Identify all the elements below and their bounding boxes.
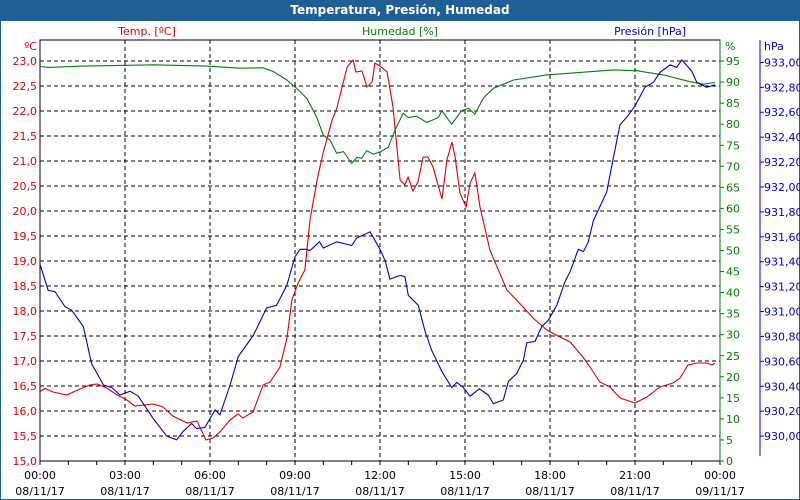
temp-tick-label: 19,5 bbox=[13, 230, 38, 243]
pressure-tick-label: 931,60 bbox=[764, 231, 800, 244]
x-tick-time: 21:00 bbox=[619, 469, 651, 482]
x-tick-date: 08/11/17 bbox=[525, 485, 574, 498]
temp-tick-label: 19,0 bbox=[13, 255, 38, 268]
temp-tick-label: 22,0 bbox=[13, 105, 38, 118]
humidity-tick-label: 10 bbox=[726, 413, 740, 426]
humidity-tick-label: 30 bbox=[726, 329, 740, 342]
humidity-tick-label: 85 bbox=[726, 97, 740, 110]
x-tick-time: 06:00 bbox=[194, 469, 226, 482]
x-tick-date: 09/11/17 bbox=[695, 485, 744, 498]
humidity-tick-label: 55 bbox=[726, 223, 740, 236]
x-tick-time: 18:00 bbox=[534, 469, 566, 482]
pressure-line bbox=[39, 59, 716, 441]
humidity-tick-label: 60 bbox=[726, 202, 740, 215]
x-tick-time: 15:00 bbox=[449, 469, 481, 482]
pressure-tick-label: 932,20 bbox=[764, 156, 800, 169]
temperature-line bbox=[39, 58, 716, 441]
humidity-tick-label: 80 bbox=[726, 118, 740, 131]
pressure-tick-label: 931,40 bbox=[764, 256, 800, 269]
x-tick-date: 08/11/17 bbox=[100, 485, 149, 498]
temp-tick-label: 23,0 bbox=[13, 55, 38, 68]
pressure-tick-label: 931,00 bbox=[764, 306, 800, 319]
pressure-tick-label: 932,60 bbox=[764, 106, 800, 119]
pressure-tick-label: 930,20 bbox=[764, 405, 800, 418]
humidity-tick-label: 75 bbox=[726, 139, 740, 152]
temp-tick-label: 20,0 bbox=[13, 205, 38, 218]
x-tick-date: 08/11/17 bbox=[15, 485, 64, 498]
humidity-tick-label: 45 bbox=[726, 266, 740, 279]
temp-tick-label: 21,5 bbox=[13, 130, 38, 143]
humidity-series-label: Humedad [%] bbox=[362, 25, 438, 38]
humidity-tick-label: 15 bbox=[726, 392, 740, 405]
temp-tick-label: 15,0 bbox=[13, 455, 38, 468]
humidity-tick-label: 70 bbox=[726, 160, 740, 173]
temp-tick-label: 18,5 bbox=[13, 280, 38, 293]
temp-series-label: Temp. [ºC] bbox=[117, 25, 176, 38]
temp-tick-label: 17,0 bbox=[13, 355, 38, 368]
temp-tick-label: 15,5 bbox=[13, 430, 38, 443]
humidity-tick-label: 5 bbox=[726, 434, 733, 447]
humidity-tick-label: 40 bbox=[726, 287, 740, 300]
x-tick-date: 08/11/17 bbox=[610, 485, 659, 498]
temp-tick-label: 20,5 bbox=[13, 180, 38, 193]
x-tick-date: 08/11/17 bbox=[185, 485, 234, 498]
chart-title: Temperatura, Presión, Humedad bbox=[0, 0, 800, 21]
humidity-line bbox=[39, 64, 715, 165]
x-tick-time: 00:00 bbox=[24, 469, 56, 482]
humidity-tick-label: 35 bbox=[726, 308, 740, 321]
pressure-tick-label: 932,40 bbox=[764, 131, 800, 144]
temp-tick-label: 17,5 bbox=[13, 330, 38, 343]
humidity-tick-label: 25 bbox=[726, 350, 740, 363]
pressure-series-label: Presión [hPa] bbox=[614, 25, 686, 38]
pressure-unit-label: hPa bbox=[764, 40, 784, 53]
x-tick-date: 08/11/17 bbox=[355, 485, 404, 498]
humidity-tick-label: 95 bbox=[726, 55, 740, 68]
pressure-tick-label: 931,80 bbox=[764, 206, 800, 219]
pressure-tick-label: 933,00 bbox=[764, 56, 800, 69]
temp-tick-label: 18,0 bbox=[13, 305, 38, 318]
x-tick-date: 08/11/17 bbox=[270, 485, 319, 498]
pressure-tick-label: 932,00 bbox=[764, 181, 800, 194]
x-tick-date: 08/11/17 bbox=[440, 485, 489, 498]
x-tick-time: 12:00 bbox=[364, 469, 396, 482]
x-tick-time: 00:00 bbox=[704, 469, 736, 482]
humidity-tick-label: 20 bbox=[726, 371, 740, 384]
pressure-tick-label: 930,60 bbox=[764, 355, 800, 368]
pressure-tick-label: 930,80 bbox=[764, 330, 800, 343]
pressure-tick-label: 932,80 bbox=[764, 81, 800, 94]
humidity-unit-label: % bbox=[725, 40, 735, 53]
temp-tick-label: 21,0 bbox=[13, 155, 38, 168]
humidity-tick-label: 0 bbox=[726, 455, 733, 468]
humidity-tick-label: 65 bbox=[726, 181, 740, 194]
temp-tick-label: 16,0 bbox=[13, 405, 38, 418]
x-tick-time: 09:00 bbox=[279, 469, 311, 482]
humidity-tick-label: 50 bbox=[726, 245, 740, 258]
pressure-tick-label: 930,40 bbox=[764, 380, 800, 393]
temp-unit-label: ºC bbox=[24, 40, 37, 53]
temp-tick-label: 16,5 bbox=[13, 380, 38, 393]
x-tick-time: 03:00 bbox=[109, 469, 141, 482]
temp-tick-label: 22,5 bbox=[13, 80, 38, 93]
humidity-tick-label: 90 bbox=[726, 76, 740, 89]
pressure-tick-label: 931,20 bbox=[764, 281, 800, 294]
pressure-tick-label: 930,00 bbox=[764, 430, 800, 443]
